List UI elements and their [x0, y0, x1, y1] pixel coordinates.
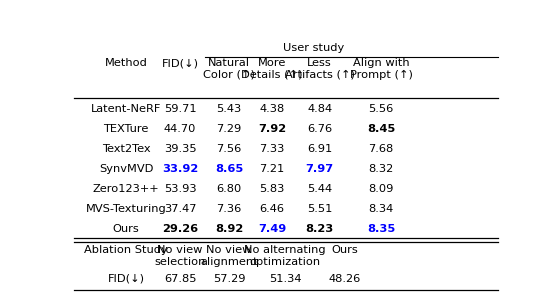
Text: 5.56: 5.56 — [368, 104, 394, 114]
Text: 4.38: 4.38 — [259, 104, 285, 114]
Text: 6.80: 6.80 — [217, 184, 242, 194]
Text: 5.51: 5.51 — [307, 204, 333, 214]
Text: 5.43: 5.43 — [217, 104, 242, 114]
Text: Natural
Color (↑): Natural Color (↑) — [203, 58, 255, 80]
Text: 8.23: 8.23 — [306, 224, 334, 234]
Text: 7.68: 7.68 — [368, 144, 394, 154]
Text: TEXTure: TEXTure — [103, 124, 148, 134]
Text: 48.26: 48.26 — [328, 274, 360, 284]
Text: No alternating
optimization: No alternating optimization — [244, 245, 326, 267]
Text: FID(↓): FID(↓) — [161, 58, 199, 68]
Text: Ablation Study: Ablation Study — [84, 245, 168, 255]
Text: 59.71: 59.71 — [163, 104, 196, 114]
Text: 4.84: 4.84 — [307, 104, 332, 114]
Text: 67.85: 67.85 — [164, 274, 196, 284]
Text: 5.83: 5.83 — [259, 184, 285, 194]
Text: 7.92: 7.92 — [258, 124, 286, 134]
Text: 57.29: 57.29 — [213, 274, 245, 284]
Text: 8.09: 8.09 — [368, 184, 394, 194]
Text: 7.97: 7.97 — [306, 164, 334, 174]
Text: 8.92: 8.92 — [215, 224, 243, 234]
Text: 6.76: 6.76 — [307, 124, 332, 134]
Text: Text2Tex: Text2Tex — [102, 144, 150, 154]
Text: FID(↓): FID(↓) — [108, 274, 145, 284]
Text: MVS-Texturing: MVS-Texturing — [85, 204, 166, 214]
Text: 53.93: 53.93 — [163, 184, 196, 194]
Text: Less
Artifacts (↑): Less Artifacts (↑) — [285, 58, 355, 80]
Text: User study: User study — [283, 44, 344, 54]
Text: 29.26: 29.26 — [162, 224, 198, 234]
Text: No view
alignment: No view alignment — [200, 245, 258, 267]
Text: 7.33: 7.33 — [259, 144, 285, 154]
Text: 39.35: 39.35 — [163, 144, 196, 154]
Text: 51.34: 51.34 — [269, 274, 301, 284]
Text: More
Details (↑): More Details (↑) — [242, 58, 303, 80]
Text: 8.32: 8.32 — [368, 164, 394, 174]
Text: Ours: Ours — [331, 245, 358, 255]
Text: 7.36: 7.36 — [217, 204, 242, 214]
Text: 8.34: 8.34 — [368, 204, 394, 214]
Text: 33.92: 33.92 — [162, 164, 198, 174]
Text: 5.44: 5.44 — [307, 184, 332, 194]
Text: 8.65: 8.65 — [215, 164, 243, 174]
Text: Method: Method — [104, 58, 147, 68]
Text: Ours: Ours — [113, 224, 140, 234]
Text: 6.46: 6.46 — [259, 204, 285, 214]
Text: 6.91: 6.91 — [307, 144, 333, 154]
Text: 7.49: 7.49 — [258, 224, 286, 234]
Text: 7.29: 7.29 — [217, 124, 242, 134]
Text: SynvMVD: SynvMVD — [99, 164, 153, 174]
Text: 44.70: 44.70 — [164, 124, 196, 134]
Text: Latent-NeRF: Latent-NeRF — [91, 104, 161, 114]
Text: 37.47: 37.47 — [164, 204, 196, 214]
Text: 7.56: 7.56 — [217, 144, 242, 154]
Text: 8.35: 8.35 — [367, 224, 395, 234]
Text: No view
selection: No view selection — [155, 245, 206, 267]
Text: 7.21: 7.21 — [259, 164, 285, 174]
Text: 8.45: 8.45 — [367, 124, 395, 134]
Text: Zero123++: Zero123++ — [93, 184, 159, 194]
Text: Align with
Prompt (↑): Align with Prompt (↑) — [350, 58, 412, 80]
